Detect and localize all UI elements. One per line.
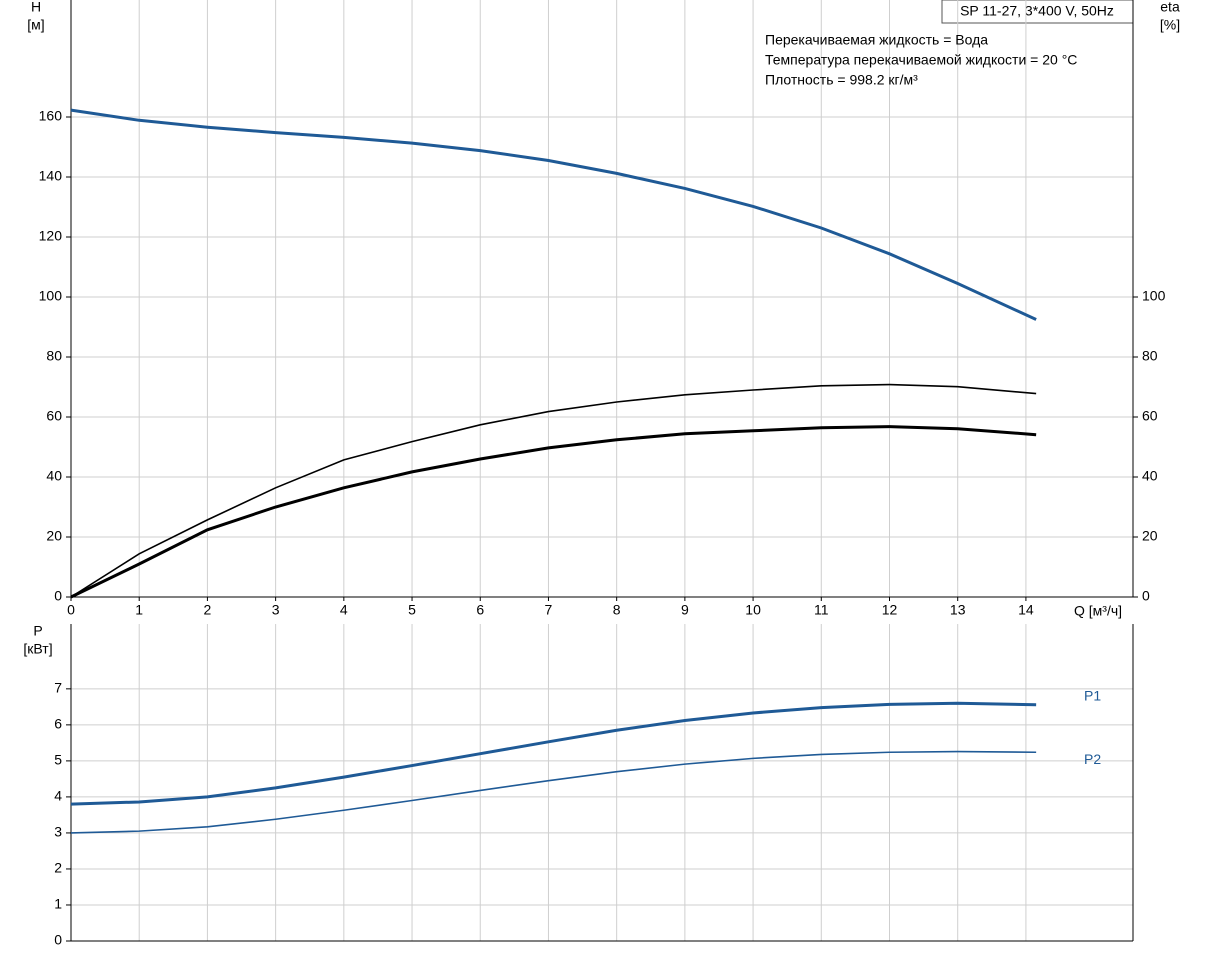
x-tick-label: 7 — [545, 602, 553, 618]
curve — [70, 383, 1037, 598]
y-tick-label: 1 — [54, 896, 62, 912]
x-tick-label: 14 — [1018, 602, 1034, 618]
y-tick-label: 140 — [39, 168, 63, 184]
y2-tick-label: 20 — [1142, 528, 1158, 544]
y-tick-label: 6 — [54, 716, 62, 732]
y-tick-label: 100 — [39, 288, 63, 304]
x-tick-label: 4 — [340, 602, 348, 618]
chart-title: SP 11-27, 3*400 V, 50Hz — [960, 3, 1114, 19]
y-unit: [кВт] — [23, 641, 52, 657]
annotation: Плотность = 998.2 кг/м³ — [765, 72, 918, 88]
y-tick-label: 120 — [39, 228, 63, 244]
x-tick-label: 0 — [67, 602, 75, 618]
curve — [70, 750, 1037, 834]
y-unit: [м] — [27, 17, 44, 33]
y-tick-label: 7 — [54, 680, 62, 696]
curve — [70, 108, 1037, 321]
y2-tick-label: 60 — [1142, 408, 1158, 424]
x-tick-label: 10 — [745, 602, 761, 618]
x-tick-label: 1 — [135, 602, 143, 618]
x-tick-label: 3 — [272, 602, 280, 618]
y-tick-label: 60 — [46, 408, 62, 424]
y2-tick-label: 40 — [1142, 468, 1158, 484]
annotation: Температура перекачиваемой жидкости = 20… — [765, 52, 1077, 68]
curve — [70, 425, 1037, 599]
y-tick-label: 3 — [54, 824, 62, 840]
y2-tick-label: 100 — [1142, 288, 1166, 304]
series-label: P2 — [1084, 751, 1101, 767]
y-tick-label: 40 — [46, 468, 62, 484]
x-tick-label: 6 — [476, 602, 484, 618]
x-tick-label: 9 — [681, 602, 689, 618]
y2-tick-label: 0 — [1142, 588, 1150, 604]
y-tick-label: 0 — [54, 932, 62, 948]
y-label: P — [33, 623, 42, 639]
x-tick-label: 12 — [882, 602, 898, 618]
y2-label: eta — [1160, 0, 1180, 15]
y2-unit: [%] — [1160, 17, 1180, 33]
y-tick-label: 160 — [39, 108, 63, 124]
y-tick-label: 4 — [54, 788, 62, 804]
y-tick-label: 80 — [46, 348, 62, 364]
y-tick-label: 5 — [54, 752, 62, 768]
x-tick-label: 11 — [814, 602, 829, 618]
x-tick-label: 13 — [950, 602, 966, 618]
x-tick-label: 2 — [204, 602, 212, 618]
annotation: Перекачиваемая жидкость = Вода — [765, 32, 988, 48]
y2-tick-label: 80 — [1142, 348, 1158, 364]
y-tick-label: 0 — [54, 588, 62, 604]
y-tick-label: 20 — [46, 528, 62, 544]
x-tick-label: 8 — [613, 602, 621, 618]
x-tick-label: 5 — [408, 602, 416, 618]
x-label: Q [м³/ч] — [1074, 603, 1122, 619]
curve — [70, 701, 1037, 806]
series-label: P1 — [1084, 687, 1101, 703]
y-label: H — [31, 0, 41, 15]
y-tick-label: 2 — [54, 860, 62, 876]
